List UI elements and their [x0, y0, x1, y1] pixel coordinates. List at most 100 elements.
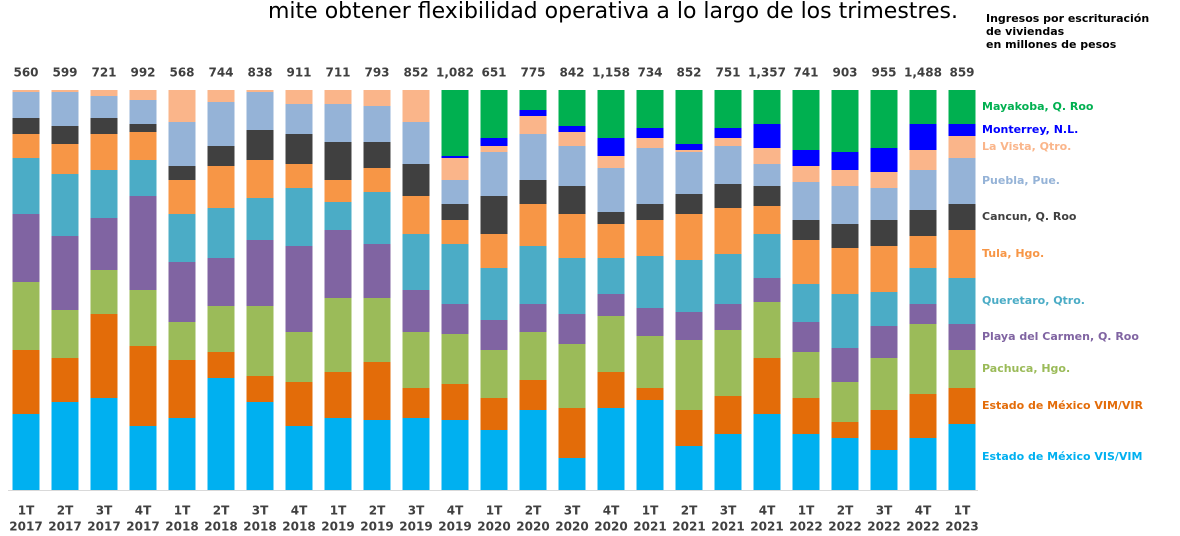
bar-segment — [558, 146, 586, 186]
bar-segment — [948, 136, 976, 158]
x-tick-label: 2T — [213, 504, 230, 518]
bar-segment — [207, 352, 235, 378]
total-label: 751 — [715, 66, 740, 80]
bar-segment — [441, 156, 469, 158]
bar-segment — [831, 382, 859, 422]
bar-segment — [12, 134, 40, 158]
bar-segment — [636, 90, 664, 128]
total-label: 560 — [13, 66, 38, 80]
bar-segment — [714, 330, 742, 396]
bar-segment — [831, 90, 859, 152]
bar-segment — [792, 398, 820, 434]
bar-segment — [324, 230, 352, 298]
bar-segment — [870, 188, 898, 220]
bar-segment — [558, 214, 586, 258]
legend-label: Tula, Hgo. — [982, 247, 1044, 260]
bar-segment — [168, 418, 196, 490]
total-label: 651 — [481, 66, 506, 80]
bar-segment — [324, 372, 352, 418]
x-tick-label: 2019 — [321, 520, 354, 534]
bar-segment — [480, 430, 508, 490]
bar-segment — [597, 138, 625, 156]
x-tick-label: 2023 — [945, 520, 978, 534]
bar-segment — [363, 362, 391, 420]
total-label: 793 — [364, 66, 389, 80]
bar-segment — [714, 128, 742, 138]
bar-segment — [480, 146, 508, 152]
bar-segment — [324, 180, 352, 202]
bar-segment — [129, 90, 157, 100]
x-tick-label: 2022 — [867, 520, 900, 534]
bar-segment — [792, 182, 820, 220]
x-tick-label: 3T — [408, 504, 425, 518]
x-tick-label: 2022 — [906, 520, 939, 534]
total-label: 842 — [559, 66, 584, 80]
bar-segment — [51, 144, 79, 174]
bar-segment — [675, 150, 703, 152]
total-label: 1,082 — [436, 66, 474, 80]
bar-segment — [90, 134, 118, 170]
bar-segment — [246, 92, 274, 130]
bar-segment — [168, 122, 196, 166]
bar-segment — [714, 146, 742, 184]
bar-segment — [909, 124, 937, 150]
bar-segment — [597, 372, 625, 408]
bar-segment — [870, 90, 898, 148]
total-label: 741 — [793, 66, 818, 80]
total-label: 721 — [91, 66, 116, 80]
x-tick-label: 2T — [525, 504, 542, 518]
legend-label: Puebla, Pue. — [982, 174, 1060, 187]
x-tick-label: 2018 — [165, 520, 198, 534]
bar-segment — [441, 384, 469, 420]
bar-segment — [12, 92, 40, 118]
bar-segment — [792, 322, 820, 352]
x-tick-label: 2T — [57, 504, 74, 518]
bar-segment — [480, 398, 508, 430]
bar-segment — [519, 380, 547, 410]
bar-segment — [519, 410, 547, 490]
total-label: 599 — [52, 66, 77, 80]
bar-segment — [51, 310, 79, 358]
bar-segment — [90, 170, 118, 218]
bar-segment — [792, 220, 820, 240]
x-tick-label: 4T — [447, 504, 464, 518]
legend-label: Estado de México VIM/VIR — [982, 399, 1144, 412]
bar-segment — [168, 90, 196, 122]
bar-segment — [168, 166, 196, 180]
total-label: 1,488 — [904, 66, 942, 80]
bar-segment — [441, 90, 469, 156]
x-tick-label: 4T — [915, 504, 932, 518]
bar-segment — [129, 346, 157, 426]
total-label: 775 — [520, 66, 545, 80]
bar-segment — [675, 152, 703, 194]
bar-segment — [558, 344, 586, 408]
bar-segment — [909, 210, 937, 236]
bar-segment — [480, 152, 508, 196]
bar-segment — [402, 418, 430, 490]
bar-segment — [870, 410, 898, 450]
x-tick-label: 1T — [798, 504, 815, 518]
bar-segment — [792, 166, 820, 182]
bar-segment — [246, 306, 274, 376]
bar-segment — [519, 246, 547, 304]
bar-segment — [441, 220, 469, 244]
bar-segment — [285, 134, 313, 164]
bar-segment — [480, 234, 508, 268]
bar-segment — [714, 304, 742, 330]
total-label: 744 — [208, 66, 233, 80]
bar-segment — [12, 214, 40, 282]
x-tick-label: 1T — [954, 504, 971, 518]
total-label: 852 — [403, 66, 428, 80]
x-tick-label: 2021 — [672, 520, 705, 534]
bar-segment — [363, 192, 391, 244]
bar-segment — [909, 90, 937, 124]
bar-segment — [12, 282, 40, 350]
bar-segment — [12, 118, 40, 134]
x-tick-label: 2022 — [789, 520, 822, 534]
bar-segment — [519, 90, 547, 110]
bar-segment — [363, 244, 391, 298]
bar-segment — [363, 298, 391, 362]
bar-segment — [948, 204, 976, 230]
x-tick-label: 3T — [252, 504, 269, 518]
bar-segment — [870, 220, 898, 246]
